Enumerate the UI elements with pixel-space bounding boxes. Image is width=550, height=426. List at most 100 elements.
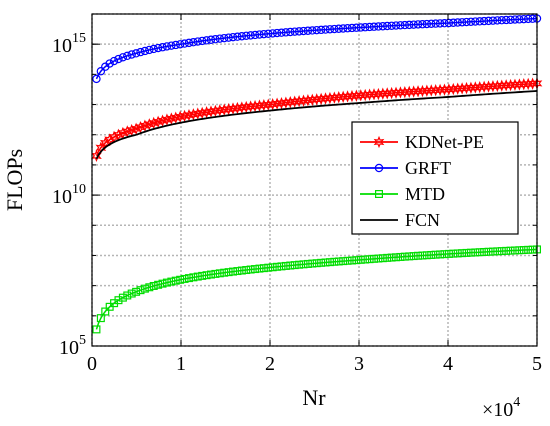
data-point — [302, 94, 314, 107]
data-point — [528, 245, 537, 254]
data-point — [109, 56, 119, 66]
data-point — [325, 258, 334, 267]
data-point — [158, 279, 167, 288]
data-point — [462, 17, 471, 27]
data-point — [360, 23, 370, 32]
data-point — [347, 23, 357, 33]
data-point — [497, 16, 506, 25]
data-point — [149, 44, 158, 54]
data-point — [268, 29, 277, 38]
data-point — [259, 264, 268, 273]
data-point — [312, 259, 321, 268]
data-point — [378, 254, 387, 263]
data-point — [215, 34, 225, 43]
data-point — [413, 20, 423, 29]
data-point — [515, 246, 524, 255]
data-point — [447, 82, 459, 96]
data-point — [276, 96, 287, 110]
data-point — [303, 26, 313, 35]
data-point — [220, 268, 229, 277]
data-point — [387, 21, 396, 30]
data-point — [92, 325, 101, 334]
data-point — [158, 43, 167, 52]
data-point — [497, 247, 506, 256]
data-point — [312, 25, 321, 35]
data-point — [254, 99, 265, 112]
data-point — [356, 23, 365, 32]
data-point — [418, 20, 427, 29]
data-point — [237, 32, 247, 41]
data-point — [246, 265, 255, 274]
data-point — [264, 263, 273, 272]
data-point — [136, 47, 145, 57]
data-point — [369, 22, 379, 31]
data-point — [184, 38, 194, 48]
data-point — [284, 95, 296, 109]
data-point — [501, 15, 511, 25]
data-point — [277, 262, 286, 271]
data-point — [143, 118, 155, 131]
data-point — [180, 274, 189, 283]
data-point — [140, 46, 150, 56]
data-point — [262, 98, 274, 111]
y-tick-label: 1010 — [52, 182, 86, 208]
data-point — [356, 255, 365, 264]
data-point — [286, 27, 295, 37]
data-point — [440, 19, 449, 28]
data-point — [118, 53, 128, 62]
data-point — [480, 247, 489, 256]
data-point — [114, 54, 123, 64]
data-point — [330, 24, 339, 34]
data-point — [328, 91, 340, 104]
data-point — [392, 253, 401, 262]
data-point — [383, 21, 392, 31]
data-point — [462, 248, 471, 257]
legend-label: FCN — [405, 210, 440, 230]
data-point — [145, 283, 154, 292]
data-point — [136, 286, 145, 295]
data-point — [311, 93, 323, 106]
data-point — [289, 95, 301, 108]
data-point — [325, 25, 335, 34]
data-point — [145, 45, 154, 55]
data-point — [488, 16, 498, 25]
ticks: 0 1 2 3 4 5 105 1010 1015 — [52, 13, 542, 375]
data-point — [391, 21, 401, 30]
data-point — [273, 262, 282, 271]
data-point — [202, 271, 211, 280]
data-point — [123, 291, 132, 300]
data-point — [321, 258, 330, 267]
data-point — [206, 270, 215, 279]
data-point — [339, 257, 348, 266]
data-point — [96, 67, 106, 76]
data-point — [259, 29, 269, 39]
data-point — [165, 112, 177, 125]
x-tick-label: 5 — [532, 353, 542, 375]
data-point — [523, 14, 533, 24]
data-point — [333, 91, 345, 104]
data-point — [228, 32, 238, 42]
x-multiplier: ×104 — [482, 395, 520, 421]
series-layer — [91, 14, 543, 334]
data-point — [365, 255, 374, 264]
x-tick-label: 2 — [265, 353, 275, 375]
data-point — [280, 96, 292, 109]
data-point — [493, 247, 502, 256]
data-point — [435, 19, 445, 28]
data-point — [127, 50, 136, 59]
data-point — [400, 252, 409, 261]
data-point — [524, 245, 533, 254]
data-point — [431, 250, 440, 259]
data-point — [374, 22, 383, 31]
data-point — [515, 15, 524, 24]
data-point — [308, 259, 317, 268]
series-line — [95, 248, 538, 330]
data-point — [290, 261, 299, 270]
data-point — [414, 251, 423, 260]
legend-label: MTD — [405, 184, 445, 204]
data-point — [171, 276, 180, 285]
data-point — [281, 28, 291, 37]
data-point — [457, 18, 467, 27]
data-point — [197, 36, 207, 46]
